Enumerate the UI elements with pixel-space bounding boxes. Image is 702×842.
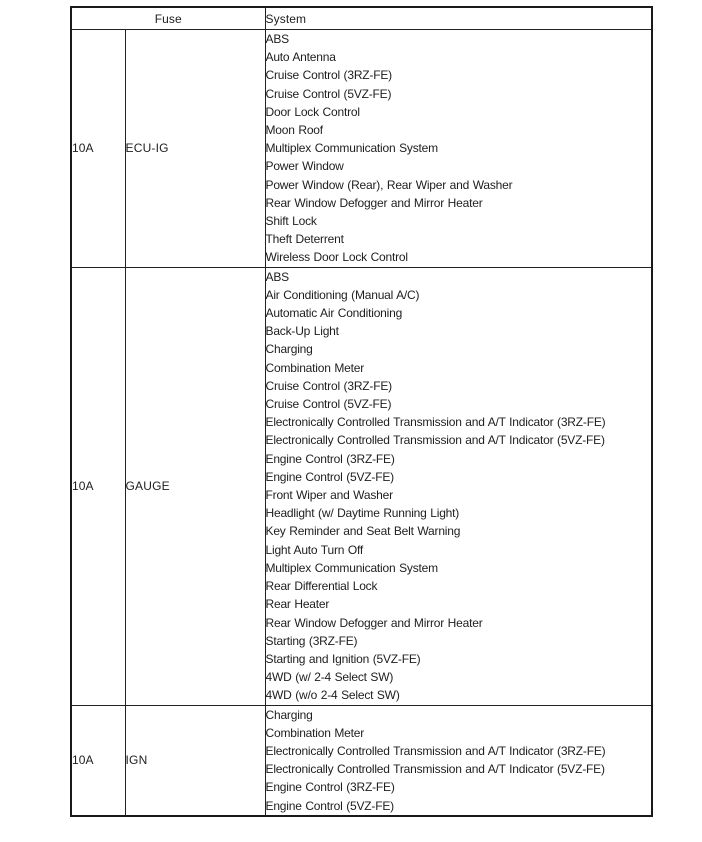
table-row: 10A IGN Charging Combination Meter Electro… <box>70 704 653 817</box>
system-item: Charging <box>265 342 313 357</box>
system-item: Theft Deterrent <box>265 232 344 247</box>
system-item: ABS <box>265 269 289 284</box>
system-item: Rear Window Defogger and Mirror Heater <box>265 615 483 630</box>
fuse-amp-cell: 10A <box>70 266 126 706</box>
system-item: Multiplex Communication System <box>265 141 438 156</box>
system-list-cell: ABS Auto Antenna Cruise Control (3RZ-FE) Cr… <box>264 29 653 268</box>
table-row: 10A ECU-IG ABS Auto Antenna Cruise Control… <box>70 29 653 268</box>
system-item: Moon Roof <box>265 123 323 138</box>
system-item: Light Auto Turn Off <box>265 542 364 557</box>
system-item: Cruise Control (3RZ-FE) <box>265 378 392 393</box>
system-item: Electronically Controlled Transmission a… <box>265 415 606 430</box>
system-item: Shift Lock <box>265 214 317 229</box>
system-item: Starting and Ignition (5VZ-FE) <box>265 651 421 666</box>
system-item: Cruise Control (5VZ-FE) <box>265 86 392 101</box>
fuse-name-cell: ECU-IG <box>124 29 266 268</box>
system-item: 4WD (w/ 2-4 Select SW) <box>265 670 394 685</box>
system-item: Electronically Controlled Transmission a… <box>265 762 605 777</box>
system-item: Engine Control (3RZ-FE) <box>265 451 395 466</box>
system-item: Rear Differential Lock <box>265 579 378 594</box>
system-item: Wireless Door Lock Control <box>265 250 408 265</box>
system-item: 4WD (w/o 2-4 Select SW) <box>265 688 400 703</box>
system-item: Rear Heater <box>265 597 330 612</box>
system-item: Auto Antenna <box>265 50 336 65</box>
system-item: Engine Control (5VZ-FE) <box>265 469 394 484</box>
system-item: Multiplex Communication System <box>265 560 438 575</box>
system-item: Key Reminder and Seat Belt Warning <box>265 524 461 539</box>
system-item: Back-Up Light <box>265 324 339 339</box>
system-column-header: System <box>264 6 653 30</box>
system-item: Engine Control (3RZ-FE) <box>265 780 395 795</box>
system-item: Door Lock Control <box>265 104 360 119</box>
fuse-amp-cell: 10A <box>70 704 126 817</box>
system-item: Front Wiper and Washer <box>265 488 393 503</box>
system-item: Electronically Controlled Transmission a… <box>265 433 605 448</box>
fuse-amp-cell: 10A <box>70 29 126 268</box>
system-item: Electronically Controlled Transmission a… <box>265 743 606 758</box>
fuse-name-cell: IGN <box>124 704 266 817</box>
system-item: Rear Window Defogger and Mirror Heater <box>265 195 483 210</box>
system-list-cell: Charging Combination Meter Electronically … <box>264 704 653 817</box>
system-item: Headlight (w/ Daytime Running Light) <box>265 506 460 521</box>
system-item: Air Conditioning (Manual A/C) <box>265 287 420 302</box>
header-row: Fuse System <box>70 6 653 30</box>
system-item: Power Window <box>265 159 344 174</box>
system-item: Starting (3RZ-FE) <box>265 633 358 648</box>
system-item: ABS <box>265 32 289 46</box>
system-item: Charging <box>265 707 313 722</box>
system-item: Power Window (Rear), Rear Wiper and Wash… <box>265 177 513 192</box>
fuse-column-header: Fuse <box>70 6 266 30</box>
fuse-table: Fuse System 10A ECU-IG ABS Auto Antenna Cr… <box>70 6 654 817</box>
system-item: Cruise Control (5VZ-FE) <box>265 397 392 412</box>
system-item: Combination Meter <box>265 360 364 375</box>
system-list-cell: ABS Air Conditioning (Manual A/C) Automati… <box>264 266 653 706</box>
table-row: 10A GAUGE ABS Air Conditioning (Manual A/… <box>70 266 653 706</box>
fuse-name-cell: GAUGE <box>124 266 266 706</box>
system-item: Automatic Air Conditioning <box>265 306 403 321</box>
system-item: Combination Meter <box>265 725 364 740</box>
fuse-table-body: 10A ECU-IG ABS Auto Antenna Cruise Control… <box>70 29 653 817</box>
system-item: Engine Control (5VZ-FE) <box>265 798 394 813</box>
system-item: Cruise Control (3RZ-FE) <box>265 68 392 83</box>
